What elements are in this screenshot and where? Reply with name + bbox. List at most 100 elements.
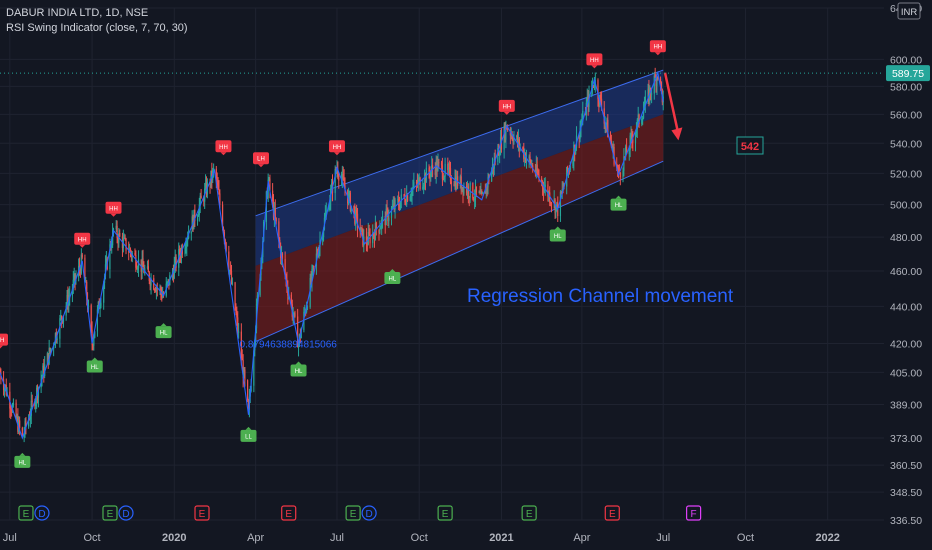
event-marker-text: E (285, 509, 292, 520)
candle-body (561, 189, 563, 194)
event-marker-shape (361, 505, 377, 521)
candle-body (431, 165, 433, 172)
swing-label-pointer (389, 268, 396, 272)
candle-body (67, 294, 69, 307)
candle-body (629, 135, 631, 150)
candle-body (528, 156, 530, 159)
swing-label-text: HH (654, 45, 663, 51)
candle-body (198, 204, 200, 215)
candle-body (155, 287, 158, 292)
candle-body (454, 177, 456, 186)
event-marker-text: E (199, 509, 206, 520)
price-tick-label: 460.00 (890, 266, 922, 278)
swing-label-text: HH (0, 338, 4, 344)
symbol-title[interactable]: DABUR INDIA LTD, 1D, NSE (6, 7, 149, 19)
swing-label-pointer (0, 345, 3, 349)
candle-body (638, 114, 640, 125)
target-box-frame (736, 136, 764, 155)
candle-body (534, 169, 537, 174)
candle-body (443, 176, 445, 180)
candle-body (486, 184, 488, 188)
candle-body (550, 203, 553, 205)
indicator-title[interactable]: RSI Swing Indicator (close, 7, 70, 30) (6, 22, 188, 34)
candle-body (538, 174, 540, 179)
candle-body (636, 119, 638, 130)
candle-body (409, 196, 411, 201)
candle-body (537, 173, 539, 175)
candle-body (617, 167, 619, 170)
swing-label: HL (290, 361, 307, 377)
candle-body (418, 177, 420, 180)
event-marker: D (34, 505, 50, 521)
candle-body (617, 169, 620, 171)
event-marker-text: D (38, 509, 45, 520)
event-marker-shape (281, 505, 297, 521)
swing-label-pointer (91, 357, 98, 361)
swing-label-box (649, 40, 666, 53)
candle-body (462, 186, 464, 194)
candle-body (230, 270, 232, 272)
swing-label-text: HL (19, 460, 27, 466)
swing-label: HL (549, 226, 566, 242)
swing-label-box (610, 198, 627, 211)
candle-body (525, 158, 528, 162)
candle-body (456, 176, 458, 189)
candle-body (36, 387, 38, 400)
candle-body (273, 208, 276, 218)
candle-body (79, 268, 82, 274)
candle-body (50, 348, 52, 352)
candle-body (117, 237, 119, 243)
swing-label-text: HH (502, 104, 511, 110)
event-marker: D (118, 505, 134, 521)
candle-body (498, 148, 500, 156)
candle-body (513, 136, 515, 143)
candle-body (146, 266, 149, 269)
candle-body (622, 170, 624, 178)
candle-body (81, 254, 83, 258)
candle-body (384, 216, 386, 226)
candle-body (435, 160, 437, 176)
candle-body (474, 198, 476, 200)
swing-label-text: HL (295, 369, 303, 375)
candle-body (609, 137, 612, 142)
candle-body (405, 202, 407, 205)
candle-body (423, 184, 425, 187)
candle-body (362, 228, 364, 246)
candle-body (630, 134, 632, 136)
candle-body (542, 187, 545, 192)
candle-body (461, 186, 463, 191)
swing-label-text: HL (160, 331, 168, 337)
grid (0, 7, 884, 521)
swing-label-pointer (79, 244, 86, 248)
event-marker-text: D (122, 509, 129, 520)
event-marker: E (604, 505, 620, 521)
candle-body (632, 139, 634, 143)
candle-body (600, 98, 603, 109)
swing-label: HL (86, 357, 103, 373)
swing-label-text: HH (590, 58, 599, 64)
candle-body (349, 192, 351, 211)
price-tick-label: 600.00 (890, 54, 922, 66)
candle-body (478, 192, 480, 194)
channel-lower-line (255, 160, 664, 343)
candle-body (147, 266, 149, 273)
candle-body (12, 402, 15, 406)
candle-body (150, 278, 152, 286)
candle-body (449, 168, 452, 182)
time-tick-label: Oct (84, 532, 101, 544)
candle-body (112, 229, 115, 231)
candle-body (268, 178, 270, 180)
swing-label-box (155, 326, 172, 339)
candle-body (213, 168, 215, 170)
candle-body (236, 313, 238, 318)
candle-body (656, 77, 658, 86)
candle-body (473, 198, 475, 200)
candle-body (373, 234, 376, 241)
swing-label-text: HH (219, 145, 228, 151)
candle-body (453, 183, 455, 186)
time-axis-bg (0, 524, 884, 550)
candle-body (60, 315, 62, 319)
candle-body (499, 154, 501, 156)
